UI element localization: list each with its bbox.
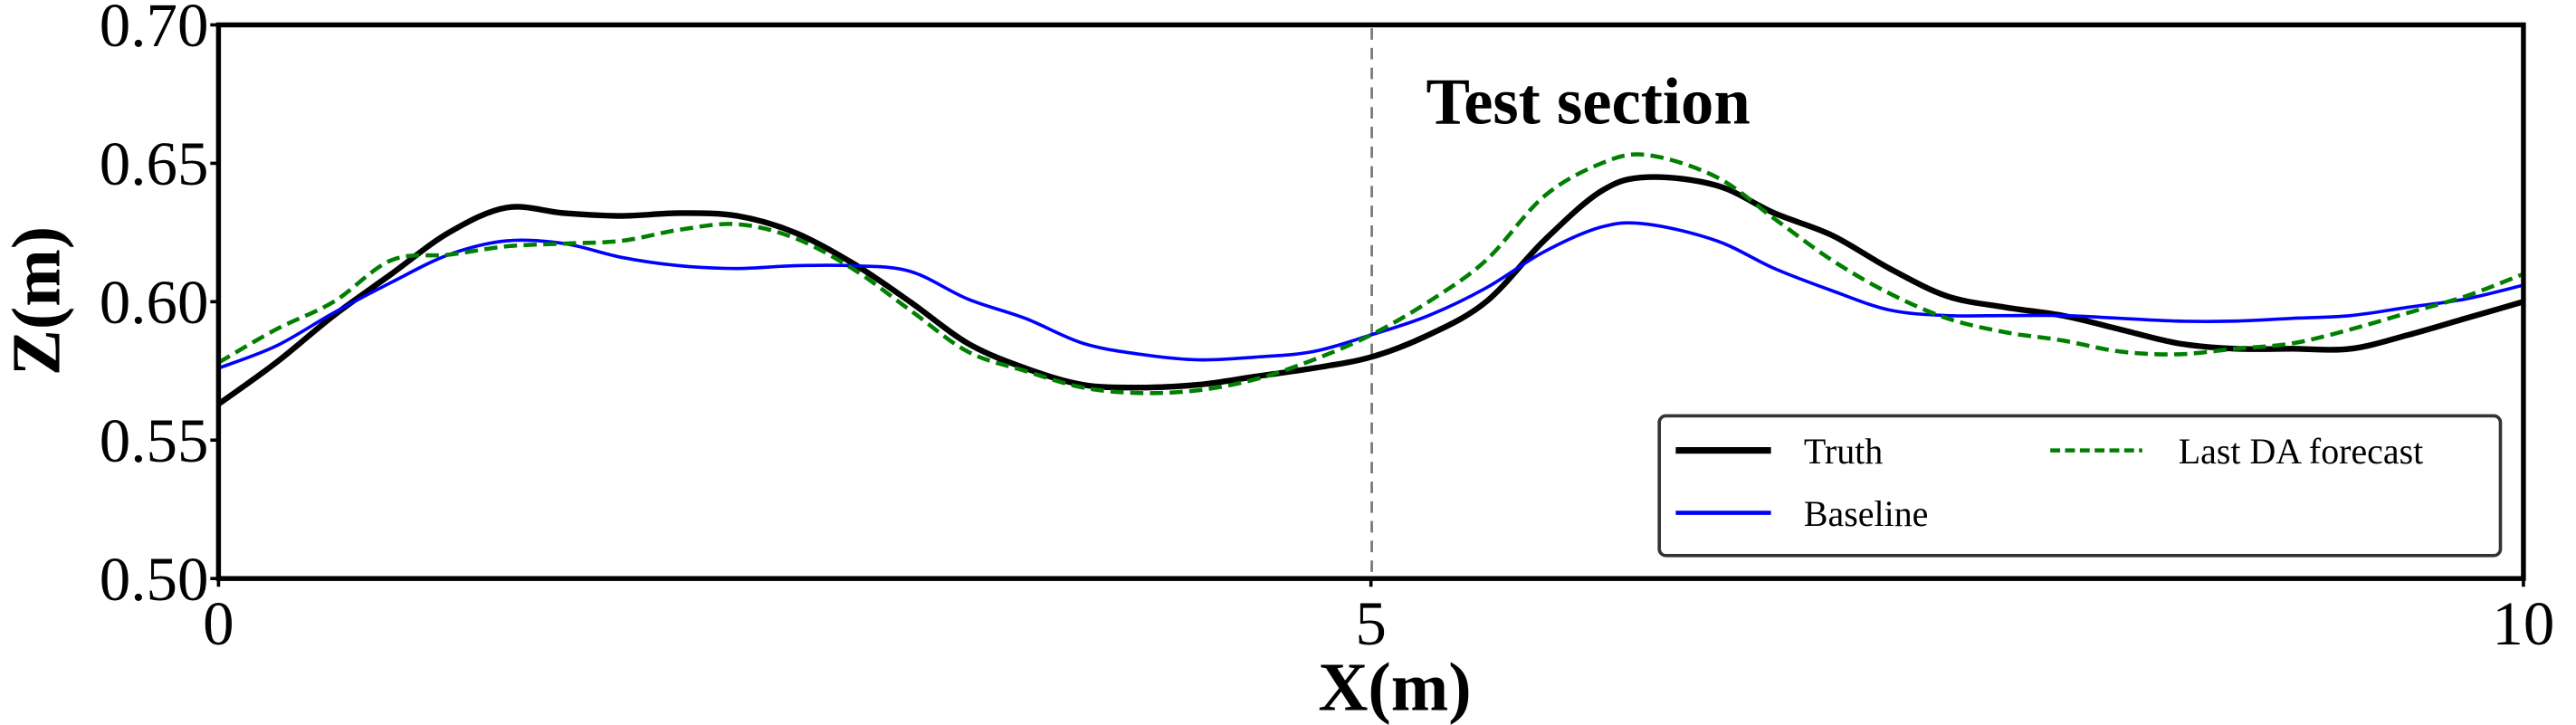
series-layer bbox=[216, 152, 2524, 407]
y-tick-label: 0.50 bbox=[100, 545, 209, 614]
legend: Truth Baseline Last DA forecast bbox=[1657, 414, 2503, 558]
legend-label-baseline: Baseline bbox=[1804, 493, 1928, 534]
x-axis-label: X(m) bbox=[1318, 649, 1471, 725]
y-tick-label: 0.55 bbox=[100, 406, 209, 475]
y-tick-label: 0.70 bbox=[100, 0, 209, 60]
legend-label-last-da-forecast: Last DA forecast bbox=[2179, 431, 2424, 472]
x-tick-label: 10 bbox=[2492, 589, 2554, 658]
x-tick-label: 5 bbox=[1355, 589, 1386, 658]
series-line-truth bbox=[216, 174, 2524, 407]
x-axis: 0 5 10 bbox=[203, 578, 2554, 658]
legend-box bbox=[1657, 414, 2503, 558]
y-axis-label: Z(m) bbox=[0, 226, 74, 376]
y-tick-label: 0.60 bbox=[100, 268, 209, 337]
annotation-test-section: Test section bbox=[1426, 64, 1750, 138]
y-axis: 0.50 0.55 0.60 0.65 0.70 bbox=[100, 0, 219, 614]
legend-label-truth: Truth bbox=[1804, 431, 1883, 472]
x-tick-label: 0 bbox=[203, 589, 234, 658]
series-line-last-da-forecast bbox=[217, 152, 2524, 396]
y-tick-label: 0.65 bbox=[100, 129, 209, 198]
